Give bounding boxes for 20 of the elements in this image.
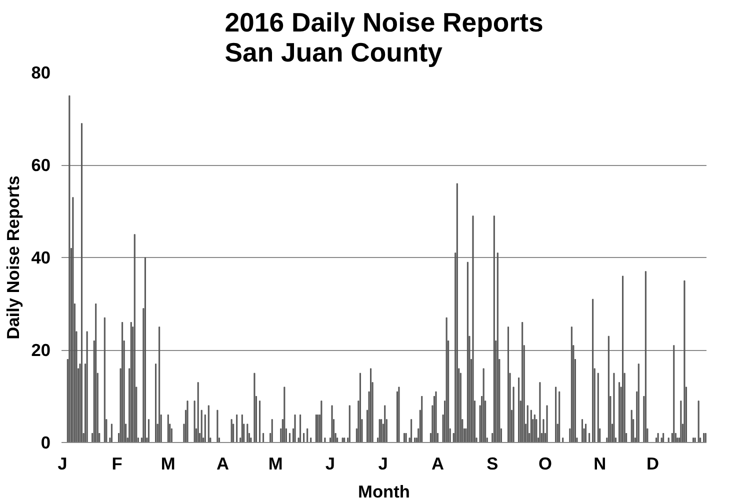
x-tick-label: J: [58, 454, 68, 474]
y-tick-label: 80: [31, 62, 51, 82]
y-axis-title: Daily Noise Reports: [3, 176, 24, 340]
x-tick-label: N: [594, 454, 606, 474]
y-tick-label: 60: [31, 155, 51, 175]
y-tick-label: 20: [31, 340, 51, 360]
x-tick-label: O: [538, 454, 552, 474]
x-axis-title: Month: [358, 482, 410, 502]
y-tick-label: 0: [40, 432, 51, 452]
x-tick-label: J: [378, 454, 388, 474]
x-tick-label: F: [112, 454, 122, 474]
chart-title: 2016 Daily Noise Reports San Juan County: [224, 8, 544, 68]
x-tick-label: S: [486, 454, 498, 474]
x-tick-label: M: [160, 454, 176, 474]
x-tick-label: A: [216, 454, 230, 474]
x-tick-label: M: [268, 454, 283, 474]
y-tick-label: 40: [31, 248, 51, 268]
x-tick-label: A: [431, 454, 444, 474]
x-tick-label: J: [325, 454, 336, 474]
x-tick-label: D: [646, 454, 660, 474]
